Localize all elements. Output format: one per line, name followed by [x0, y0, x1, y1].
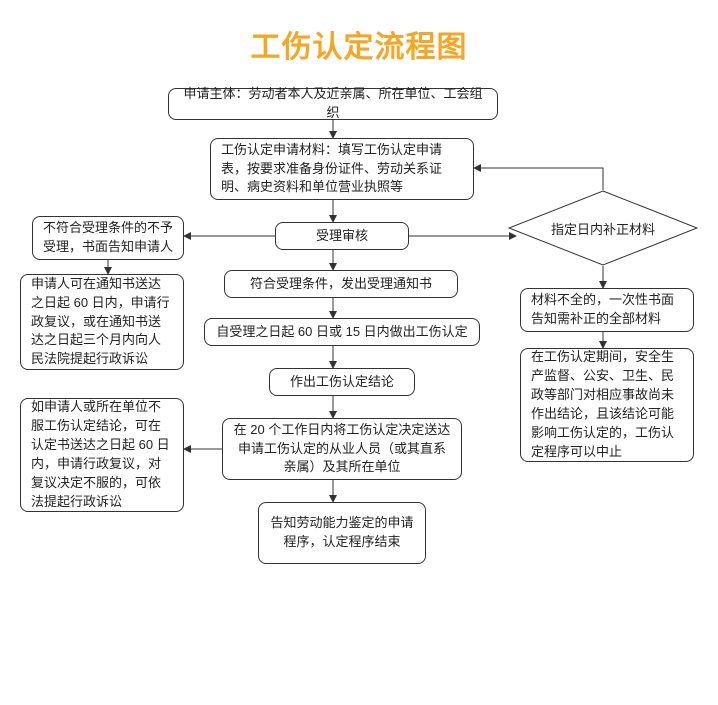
- diamond-label: 指定日内补正材料: [508, 219, 698, 238]
- flowchart-node: 在工伤认定期间，安全生产监督、公安、卫生、民政等部门对相应事故尚未作出结论，且该…: [520, 348, 694, 462]
- flowchart-edge: [474, 168, 603, 190]
- flowchart-node: 申请主体：劳动者本人及近亲属、所在单位、工会组织: [168, 88, 498, 120]
- flowchart-node: 自受理之日起 60 日或 15 日内做出工伤认定: [204, 318, 480, 346]
- flowchart-node: 如申请人或所在单位不服工伤认定结论，可在认定书送达之日起 60 日内，申请行政复…: [20, 398, 184, 512]
- flowchart-node: 在 20 个工作日内将工伤认定决定送达申请工伤认定的从业人员（或其直系亲属）及其…: [222, 418, 462, 480]
- flowchart-node: 不符合受理条件的不予受理，书面告知申请人: [32, 216, 184, 260]
- flowchart-node: 作出工伤认定结论: [269, 368, 415, 396]
- flowchart-node: 符合受理条件，发出受理通知书: [224, 270, 458, 298]
- flowchart-node: 告知劳动能力鉴定的申请程序，认定程序结束: [258, 502, 426, 564]
- page-title: 工伤认定流程图: [0, 22, 718, 66]
- flowchart-diamond: 指定日内补正材料: [508, 190, 698, 266]
- flowchart-node: 工伤认定申请材料：填写工伤认定申请表，按要求准备身份证件、劳动关系证明、病史资料…: [210, 138, 474, 200]
- flowchart-node: 材料不全的，一次性书面告知需补正的全部材料: [520, 288, 694, 332]
- flowchart-node: 申请人可在通知书送达之日起 60 日内，申请行政复议，或在通知书送达之日起三个月…: [20, 274, 184, 370]
- flowchart-node: 受理审核: [275, 222, 409, 250]
